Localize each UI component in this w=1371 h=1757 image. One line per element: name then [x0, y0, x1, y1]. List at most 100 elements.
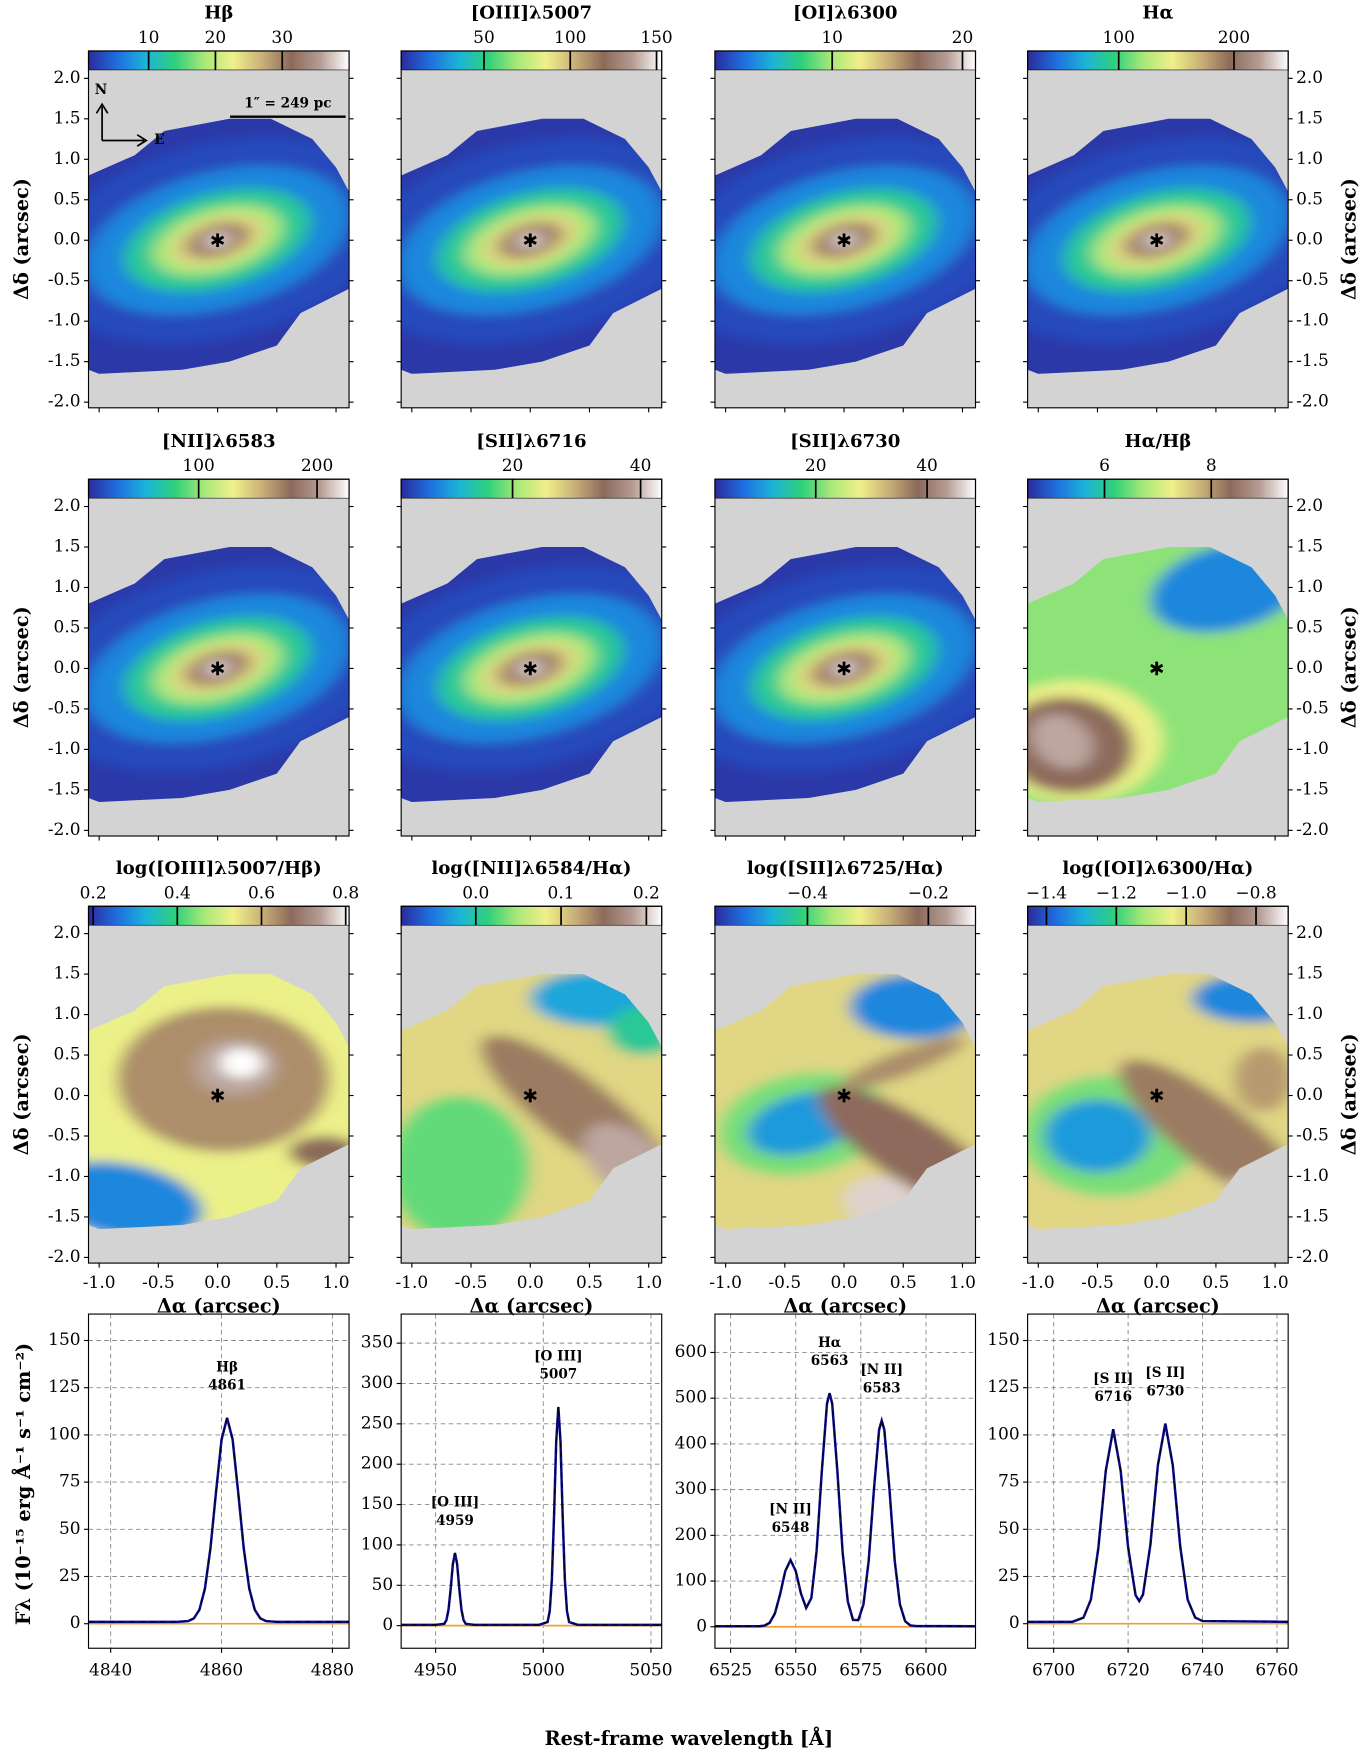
y-tick-label: 25	[59, 1566, 81, 1586]
y-axis-label: Δδ (arcsec)	[1337, 178, 1360, 300]
y-axis-label: Δδ (arcsec)	[1337, 606, 1360, 728]
map-title: [SII]λ6730	[790, 431, 900, 452]
x-tick-label: 0.0	[517, 1273, 544, 1293]
line-wavelength: 4861	[208, 1378, 246, 1394]
y-tick-label: 2.0	[1296, 923, 1323, 943]
y-tick-label: 150	[48, 1330, 80, 1350]
x-tick-label: -1.0	[395, 1273, 428, 1293]
colorbar-tick-label: 200	[1218, 28, 1250, 48]
line-name: [N II]	[769, 1502, 812, 1518]
x-tick-label: 6600	[904, 1660, 947, 1680]
spectrum-line	[89, 1418, 350, 1622]
y-axis-label: Δδ (arcsec)	[1337, 1033, 1360, 1155]
y-tick-label: -0.5	[48, 698, 81, 718]
y-tick-label: -0.5	[1296, 698, 1329, 718]
spectrum-line	[715, 1393, 976, 1626]
y-tick-label: -2.0	[48, 392, 81, 412]
y-tick-label: 0.0	[54, 1085, 81, 1105]
y-tick-label: 0	[382, 1615, 393, 1635]
x-tick-label: 1.0	[635, 1273, 662, 1293]
y-tick-label: -0.5	[1296, 1125, 1329, 1145]
colorbar-tick-label: 20	[205, 28, 227, 48]
x-tick-label: -0.5	[768, 1273, 801, 1293]
colorbar-tick-label: −0.8	[1235, 883, 1276, 903]
y-tick-label: 1.0	[54, 149, 81, 169]
x-tick-label: 6550	[774, 1660, 817, 1680]
x-tick-label: 6740	[1181, 1660, 1224, 1680]
y-tick-label: -2.0	[48, 820, 81, 840]
map-title: log([OI]λ6300/Hα)	[1062, 858, 1253, 879]
y-tick-label: 1.0	[1296, 149, 1323, 169]
x-tick-label: -1.0	[709, 1273, 742, 1293]
colorbar-tick-label: −0.4	[787, 883, 828, 903]
y-tick-label: -1.5	[1296, 1206, 1329, 1226]
colorbar-tick-label: −0.2	[908, 883, 949, 903]
line-wavelength: 6583	[863, 1380, 901, 1396]
y-tick-label: 0.0	[54, 230, 81, 250]
x-axis-label: Rest-frame wavelength [Å]	[545, 1727, 833, 1750]
map-title: log([SII]λ6725/Hα)	[747, 858, 944, 879]
y-tick-label: 300	[361, 1373, 393, 1393]
y-tick-label: 1.0	[1296, 577, 1323, 597]
x-tick-label: -1.0	[1022, 1273, 1055, 1293]
line-wavelength: 6716	[1094, 1389, 1132, 1405]
colorbar-tick-label: −1.0	[1166, 883, 1207, 903]
y-tick-label: 0.5	[54, 1045, 81, 1065]
y-tick-label: 400	[675, 1433, 707, 1453]
y-tick-label: 200	[675, 1525, 707, 1545]
y-tick-label: -1.5	[48, 779, 81, 799]
y-tick-label: -2.0	[1296, 1247, 1329, 1267]
colorbar	[715, 51, 976, 70]
x-tick-label: 6760	[1255, 1660, 1298, 1680]
map-title: [NII]λ6583	[162, 431, 276, 452]
colorbar-tick-label: 0.0	[462, 883, 489, 903]
y-tick-label: 1.5	[1296, 537, 1323, 557]
colorbar-tick-label: 40	[630, 456, 652, 476]
x-tick-label: 1.0	[323, 1273, 350, 1293]
colorbar-tick-label: 0.8	[332, 883, 359, 903]
line-wavelength: 6730	[1146, 1383, 1184, 1399]
colorbar-tick-label: 50	[473, 28, 495, 48]
y-tick-label: 1.0	[54, 577, 81, 597]
colorbar	[89, 906, 350, 925]
y-tick-label: 0.5	[54, 189, 81, 209]
spectrum-frame	[401, 1314, 662, 1648]
line-wavelength: 4959	[436, 1513, 474, 1529]
y-tick-label: 200	[361, 1454, 393, 1474]
y-tick-label: 0	[70, 1613, 81, 1633]
y-tick-label: -1.0	[1296, 739, 1329, 759]
y-tick-label: 300	[675, 1479, 707, 1499]
colorbar-tick-label: 0.2	[633, 883, 660, 903]
y-tick-label: 1.5	[54, 537, 81, 557]
colorbar-tick-label: 0.1	[548, 883, 575, 903]
y-tick-label: 0.0	[1296, 1085, 1323, 1105]
y-tick-label: -0.5	[48, 270, 81, 290]
line-name: [O III]	[534, 1349, 582, 1365]
map-region	[1234, 1047, 1293, 1112]
y-tick-label: -1.5	[48, 351, 81, 371]
map-title: [SII]λ6716	[476, 431, 586, 452]
y-tick-label: -1.0	[1296, 311, 1329, 331]
y-tick-label: 0.0	[54, 658, 81, 678]
colorbar-tick-label: 10	[138, 28, 160, 48]
x-tick-label: -1.0	[83, 1273, 116, 1293]
spectrum-fit	[89, 1418, 350, 1622]
y-axis-label: Δδ (arcsec)	[10, 178, 33, 300]
colorbar-tick-label: 100	[554, 28, 586, 48]
colorbar-tick-label: 6	[1099, 456, 1110, 476]
y-tick-label: 1.0	[1296, 1004, 1323, 1024]
y-tick-label: 500	[675, 1388, 707, 1408]
x-tick-label: -0.5	[455, 1273, 488, 1293]
y-tick-label: 1.5	[54, 964, 81, 984]
y-tick-label: 350	[361, 1333, 393, 1353]
line-wavelength: 6548	[772, 1520, 810, 1536]
y-tick-label: 50	[59, 1519, 81, 1539]
x-tick-label: 1.0	[949, 1273, 976, 1293]
colorbar-tick-label: 8	[1206, 456, 1217, 476]
y-tick-label: 1.5	[54, 108, 81, 128]
colorbar-tick-label: 20	[952, 28, 974, 48]
line-wavelength: 6563	[811, 1353, 849, 1369]
x-tick-label: 0.0	[204, 1273, 231, 1293]
y-tick-label: 1.5	[1296, 964, 1323, 984]
y-tick-label: 100	[675, 1571, 707, 1591]
